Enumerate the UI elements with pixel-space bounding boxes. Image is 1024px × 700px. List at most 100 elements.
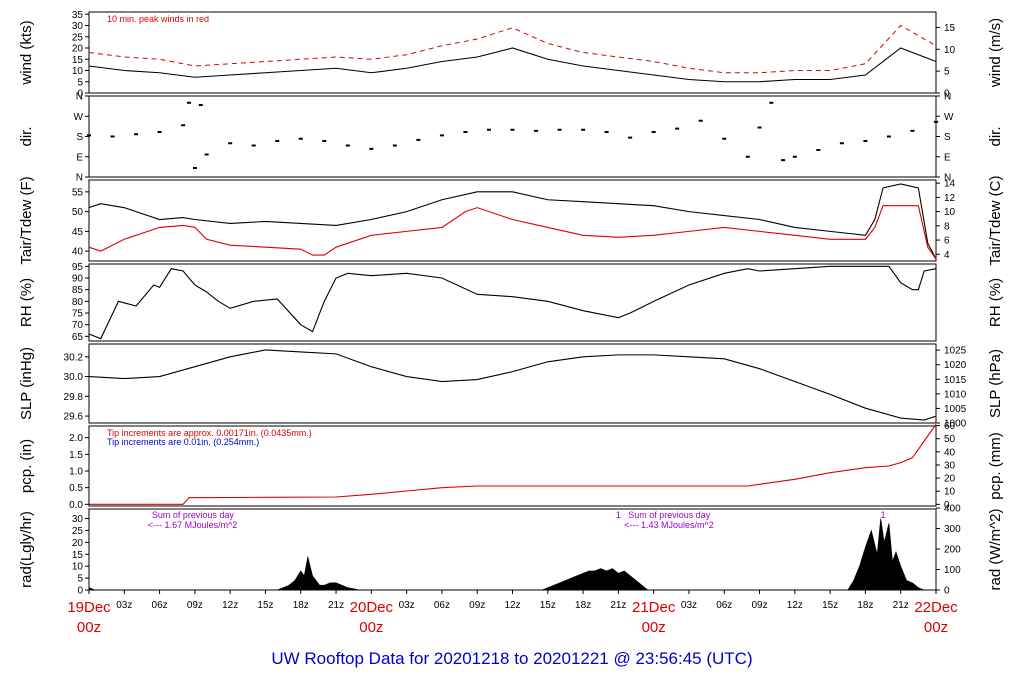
dir-point: [198, 104, 203, 106]
ytick-label-left: 0.0: [69, 500, 83, 511]
ytick-label-left: 10: [72, 66, 84, 77]
dir-point: [275, 140, 280, 142]
tip-note-blue: Tip increments are 0.01in. (0.254mm.): [107, 437, 259, 447]
ytick-label-left: 30: [72, 21, 84, 32]
panel-frame-temperature: [88, 179, 937, 262]
dir-point: [369, 147, 374, 150]
dir-point: [675, 127, 680, 130]
ytick-label-right: 0: [944, 500, 950, 511]
xtick-time: 00z: [924, 619, 948, 636]
ytick-label-left: 55: [72, 187, 84, 198]
daily-sum-line1: Sum of previous day: [628, 510, 711, 520]
ylabel-right: wind (m/s): [987, 18, 1004, 88]
ytick-label-left: 1.0: [69, 467, 83, 478]
ytick-label-left: S: [76, 132, 83, 143]
dir-point: [251, 144, 256, 147]
xtick-label: 15z: [257, 600, 273, 611]
ytick-label-right: 0: [944, 586, 950, 597]
dir-point: [87, 134, 91, 137]
xtick-label: 06z: [152, 600, 168, 611]
ytick-label-right: 0: [944, 89, 950, 100]
xtick-label: 18z: [857, 600, 873, 611]
ytick-label-right: E: [944, 152, 951, 163]
ytick-label-right: 300: [944, 524, 961, 535]
xtick-label: 09z: [187, 600, 203, 611]
xtick-label: 18z: [293, 600, 309, 611]
dir-point: [298, 137, 303, 140]
ylabel-right: dir.: [987, 126, 1004, 146]
series-line-pressure: [88, 349, 937, 421]
ytick-label-left: 70: [72, 320, 84, 331]
xtick-label: 03z: [399, 600, 415, 611]
xtick-label: 06z: [716, 600, 732, 611]
ytick-label-left: 75: [72, 309, 84, 320]
ytick-label-left: 15: [72, 550, 84, 561]
dir-point: [157, 131, 162, 133]
ytick-label-left: 25: [72, 526, 84, 537]
tip-note-red: Tip increments are approx. 0.00171in. (0…: [107, 428, 312, 438]
dir-point: [134, 133, 139, 136]
xtick-label: 03z: [681, 600, 697, 611]
xtick-date: 21Dec: [632, 599, 676, 616]
xtick-label: 09z: [469, 600, 485, 611]
ylabel-right: Tair/Tdew (C): [987, 175, 1004, 265]
ytick-label-left: 1.5: [69, 450, 83, 461]
ytick-label-right: 4: [944, 250, 950, 261]
dir-point: [863, 140, 868, 142]
ytick-label-left: 95: [72, 262, 84, 273]
ytick-label-left: 90: [72, 274, 84, 285]
xtick-date: 22Dec: [914, 599, 958, 616]
ytick-label-right: 10: [944, 45, 956, 56]
ytick-label-right: 1010: [944, 389, 967, 400]
peak-wind-note: 10 min. peak winds in red: [107, 14, 209, 24]
dir-point: [792, 155, 797, 158]
ylabel-left: dir.: [18, 126, 35, 146]
ylabel-right: rad (W/m^2): [987, 508, 1004, 590]
daily-sum-line2: <--- 1.67 MJoules/m^2: [148, 520, 238, 530]
ytick-label-right: 20: [944, 474, 956, 485]
ylabel-right: RH (%): [987, 278, 1004, 327]
ytick-label-left: 25: [72, 32, 84, 43]
radiation-marker: 1: [616, 510, 621, 520]
ytick-label-right: 10: [944, 207, 956, 218]
ytick-label-left: 45: [72, 227, 84, 238]
figure-title: UW Rooftop Data for 20201218 to 20201221…: [271, 649, 753, 668]
dir-point: [816, 149, 821, 151]
ylabel-left: SLP (inHg): [18, 347, 35, 420]
ytick-label-left: N: [76, 92, 83, 103]
ytick-label-right: 1025: [944, 346, 967, 357]
ytick-label-left: W: [74, 112, 84, 123]
dir-point: [604, 131, 609, 133]
xtick-time: 00z: [77, 619, 101, 636]
dir-point: [757, 126, 762, 129]
daily-sum-line2: <--- 1.43 MJoules/m^2: [624, 520, 714, 530]
ytick-label-right: 6: [944, 236, 950, 247]
xtick-label: 21z: [893, 600, 909, 611]
xtick-time: 00z: [359, 619, 383, 636]
ytick-label-left: 2.0: [69, 433, 83, 444]
dir-point: [204, 153, 209, 156]
ytick-label-left: E: [76, 152, 83, 163]
ytick-label-right: 12: [944, 193, 956, 204]
ytick-label-right: 50: [944, 434, 956, 445]
dir-point: [181, 124, 186, 127]
ytick-label-right: 1020: [944, 360, 967, 371]
ytick-label-left: 65: [72, 332, 84, 343]
ytick-label-left: 85: [72, 285, 84, 296]
xtick-label: 15z: [540, 600, 556, 611]
xtick-time: 00z: [642, 619, 666, 636]
xtick-label: 12z: [222, 600, 238, 611]
radiation-marker: 1: [881, 510, 886, 520]
ytick-label-right: 15: [944, 23, 956, 34]
ytick-label-left: 29.8: [64, 392, 84, 403]
dir-point: [416, 138, 421, 141]
series-line-Tdew: [88, 205, 937, 260]
ytick-label-left: 80: [72, 297, 84, 308]
ylabel-left: RH (%): [18, 278, 35, 327]
panel-frame-humidity: [88, 263, 937, 342]
dir-point: [628, 136, 633, 139]
xtick-label: 06z: [434, 600, 450, 611]
ytick-label-left: 0: [77, 586, 83, 597]
series-line-Tair: [88, 183, 937, 260]
ytick-label-left: 29.6: [64, 412, 84, 423]
